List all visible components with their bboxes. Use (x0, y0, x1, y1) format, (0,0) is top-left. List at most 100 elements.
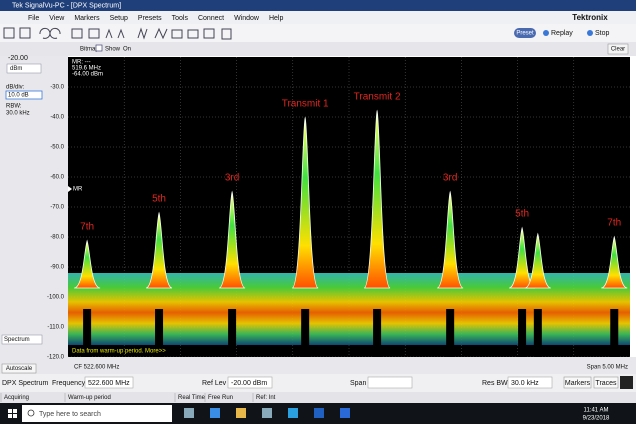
status-item: Free Run (208, 395, 233, 401)
menu-item[interactable]: Connect (198, 15, 224, 22)
menu-bar (0, 11, 636, 24)
menu-item[interactable]: Help (269, 15, 284, 22)
taskbar-app[interactable] (262, 408, 272, 418)
plot-footer (68, 357, 636, 374)
search-placeholder: Type here to search (39, 411, 101, 418)
menu-item[interactable]: Presets (138, 15, 162, 22)
show-checkbox[interactable] (95, 44, 103, 52)
rbw-value: 30.0 kHz (511, 380, 539, 387)
show-label: Show (105, 47, 121, 53)
menu-item[interactable]: Markers (74, 15, 100, 22)
menu-item[interactable]: View (49, 15, 65, 22)
taskbar-app[interactable] (314, 408, 324, 418)
ref-level-value: -20.00 dBm (231, 380, 267, 387)
stop-label[interactable]: Stop (595, 30, 610, 37)
peak-shadow (518, 309, 527, 357)
settings-bar (0, 374, 636, 392)
peak-shadow (610, 309, 619, 357)
settings-gear[interactable] (620, 376, 633, 389)
icon[interactable] (221, 28, 232, 40)
clear-button[interactable] (607, 43, 629, 55)
unit-dropdown[interactable] (6, 63, 42, 74)
warmup-message[interactable]: Data from warm-up period. More>> (72, 349, 166, 355)
icon[interactable] (203, 28, 215, 39)
taskbar-app[interactable] (184, 408, 194, 418)
display-bar (0, 42, 636, 56)
ref-level-field[interactable] (227, 376, 273, 389)
rbw: 30.0 kHz (6, 111, 30, 117)
icon[interactable] (137, 27, 168, 40)
rbw-field[interactable] (507, 376, 553, 389)
taskbar-app[interactable] (236, 408, 246, 418)
taskbar-app[interactable] (210, 408, 220, 418)
y-tick-label: -30.0 (50, 85, 64, 91)
icon[interactable] (49, 27, 61, 39)
status-item: Ref: Int (256, 395, 276, 401)
span: Span 5.00 MHz (587, 365, 628, 371)
preset-button[interactable] (514, 28, 536, 38)
clock-date: 9/23/2018 (583, 416, 610, 422)
ref-level-label: Ref Lev (202, 380, 227, 387)
status-item: Real Time (178, 395, 206, 401)
scale: 10.0 dB (8, 93, 29, 99)
icon[interactable] (39, 27, 51, 39)
icon[interactable] (71, 28, 83, 39)
peak-annotation: Transmit 1 (282, 99, 329, 110)
menu-item[interactable]: Tools (172, 15, 189, 22)
y-tick-label: -120.0 (47, 355, 65, 361)
status-item: Acquiring (4, 395, 29, 401)
icon[interactable] (3, 27, 15, 39)
peak-annotation: 3rd (225, 173, 239, 184)
icon[interactable] (105, 28, 125, 39)
frequency: 522.600 MHz (88, 380, 130, 387)
marker-name: MR: --- (72, 60, 91, 66)
menu-item[interactable]: Window (234, 15, 260, 22)
icon[interactable] (88, 28, 100, 39)
scale-field[interactable] (5, 90, 43, 100)
view-dropdown[interactable] (1, 334, 43, 345)
peak-shadow (533, 309, 542, 357)
taskbar-app[interactable] (340, 408, 350, 418)
spectrum-peak (601, 235, 628, 289)
preset-label: Preset (516, 31, 534, 37)
spectrum-peak (291, 116, 319, 289)
y-tick-label: -50.0 (50, 145, 64, 151)
search-box[interactable] (22, 405, 172, 422)
autoscale-button[interactable] (1, 363, 37, 374)
icon[interactable] (187, 29, 199, 39)
menu-item[interactable]: Setup (110, 15, 128, 22)
search-icon (27, 409, 35, 417)
peak-shadow (373, 309, 382, 357)
traces-button[interactable] (593, 376, 619, 389)
span-label: Span (350, 380, 366, 387)
rbw-label: Res BW (482, 380, 508, 387)
peak-annotation: 5th (515, 209, 529, 220)
on-label: On (123, 47, 131, 53)
menu-item[interactable]: File (28, 15, 39, 22)
clock-time: 11:41 AM (584, 408, 609, 414)
icon[interactable] (171, 29, 183, 39)
replay-icon (543, 30, 549, 36)
markers-button[interactable] (563, 376, 592, 389)
peak-shadow (228, 309, 237, 357)
replay-label[interactable]: Replay (551, 30, 573, 37)
settings-view: DPX Spectrum (2, 380, 48, 387)
peak-shadow (446, 309, 455, 357)
icon[interactable] (19, 27, 31, 39)
span-field[interactable] (367, 376, 413, 389)
window-title: Tek SignalVu-PC - [DPX Spectrum] (12, 2, 121, 9)
traces-label: Traces (595, 380, 617, 387)
markers-label: Markers (565, 380, 591, 387)
peak-shadow (301, 309, 310, 357)
taskbar-app[interactable] (288, 408, 298, 418)
toolbar (0, 24, 636, 42)
display-mode[interactable]: Bitmap (80, 47, 99, 53)
marker-frequency: 519.6 MHz (72, 66, 101, 72)
frequency-field[interactable] (84, 376, 134, 389)
marker-flag (68, 186, 72, 192)
start-button[interactable] (8, 409, 17, 418)
scale-label: dB/div: (6, 85, 25, 91)
peak-annotation: 7th (80, 222, 94, 233)
spectrum-peak (218, 190, 246, 289)
